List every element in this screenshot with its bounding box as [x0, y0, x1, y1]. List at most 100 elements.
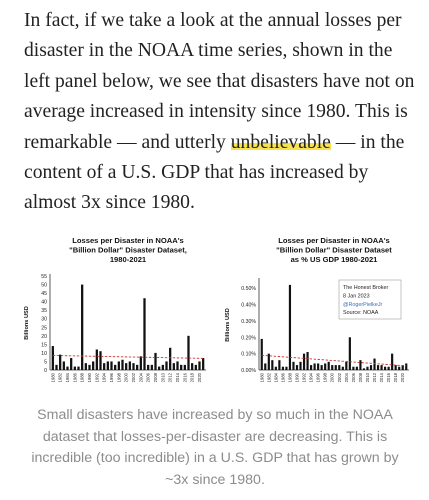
- x-tick-label: 1998: [116, 372, 121, 382]
- x-tick-label: 2008: [153, 372, 158, 382]
- y-tick-label: 0.00%: [241, 368, 256, 374]
- bar: [331, 365, 334, 370]
- bar: [384, 366, 387, 370]
- chart-losses-percent-gdp: Losses per Disaster in NOAA's"Billion Do…: [225, 236, 409, 382]
- x-tick-label: 2008: [358, 372, 363, 382]
- bar: [55, 364, 58, 370]
- bar: [317, 363, 320, 370]
- bar: [373, 358, 376, 370]
- x-tick-label: 2012: [168, 372, 173, 382]
- chart-title-line: Losses per Disaster in NOAA's: [72, 236, 184, 245]
- bar: [154, 352, 157, 370]
- chart-losses-per-disaster: Losses per Disaster in NOAA's"Billion Do…: [24, 236, 206, 382]
- bar: [139, 356, 142, 370]
- bar: [88, 364, 91, 370]
- bar: [285, 366, 288, 370]
- trend-line: [52, 355, 204, 359]
- x-tick-label: 1980: [50, 372, 55, 382]
- bar: [99, 351, 102, 370]
- x-tick-label: 2016: [182, 372, 187, 382]
- y-tick-label: 45: [41, 291, 47, 297]
- bar: [143, 298, 146, 370]
- bar: [310, 365, 313, 370]
- bar: [198, 361, 201, 370]
- x-tick-label: 2020: [400, 372, 405, 382]
- bar: [366, 366, 369, 370]
- bar: [288, 284, 292, 370]
- y-tick-label: 0.50%: [241, 286, 256, 292]
- bar: [274, 366, 277, 370]
- x-tick-label: 1994: [102, 372, 107, 382]
- y-tick-label: 25: [41, 325, 47, 331]
- x-tick-label: 2010: [160, 372, 165, 382]
- article-paragraph: In fact, if we take a look at the annual…: [24, 6, 420, 219]
- bar: [125, 363, 128, 370]
- bar: [161, 364, 164, 370]
- bar: [260, 338, 263, 370]
- x-tick-label: 1988: [287, 372, 292, 382]
- x-tick-label: 2002: [131, 372, 136, 382]
- bar: [306, 352, 309, 370]
- bar: [150, 364, 153, 370]
- bar: [313, 363, 316, 370]
- y-tick-label: 55: [41, 274, 47, 280]
- y-tick-label: 5: [44, 359, 47, 365]
- x-tick-label: 2014: [379, 372, 384, 382]
- bar: [267, 353, 270, 370]
- x-tick-label: 1982: [266, 372, 271, 382]
- y-tick-label: 10: [41, 351, 47, 357]
- bar: [92, 361, 95, 370]
- bar: [281, 366, 284, 370]
- bar: [380, 365, 383, 370]
- bar: [165, 361, 168, 370]
- bar: [324, 363, 327, 370]
- bar: [114, 364, 117, 370]
- bar: [398, 366, 401, 370]
- chart-title-line: Losses per Disaster in NOAA's: [278, 236, 390, 245]
- figure-image[interactable]: Losses per Disaster in NOAA's "Billion Do…: [16, 232, 416, 392]
- bar: [352, 366, 355, 370]
- annotation-line: 8 Jan 2023: [343, 293, 370, 299]
- bar: [117, 361, 120, 370]
- bar: [183, 364, 186, 370]
- y-tick-label: 0.20%: [241, 335, 256, 341]
- y-tick-label: 35: [41, 308, 47, 314]
- bar: [121, 359, 124, 370]
- bar: [191, 363, 194, 370]
- bar: [338, 365, 341, 370]
- bar: [355, 366, 358, 370]
- x-tick-label: 1990: [87, 372, 92, 382]
- bar: [172, 363, 175, 370]
- bar: [394, 365, 397, 370]
- bar: [66, 366, 69, 370]
- bar: [136, 364, 139, 370]
- bar: [299, 361, 302, 370]
- chart-title-line: "Billion Dollar" Disaster Dataset: [276, 246, 392, 255]
- bar: [362, 368, 366, 370]
- bar: [302, 353, 306, 370]
- bar: [77, 366, 80, 370]
- bar: [292, 361, 295, 370]
- x-tick-label: 1996: [316, 372, 321, 382]
- bar: [376, 365, 380, 370]
- x-tick-label: 2000: [124, 372, 129, 382]
- highlighted-word[interactable]: unbelievable: [230, 131, 331, 153]
- y-tick-label: 0: [44, 368, 47, 374]
- y-axis-label: Billions USD: [24, 306, 30, 340]
- y-tick-label: 0.40%: [241, 303, 256, 309]
- bar: [51, 346, 54, 370]
- x-tick-label: 2002: [337, 372, 342, 382]
- bar: [295, 365, 299, 370]
- x-tick-label: 2004: [138, 372, 143, 382]
- bar: [341, 366, 344, 370]
- chart-title-line: "Billion Dollar" Disaster Dataset,: [69, 246, 187, 255]
- x-tick-label: 1984: [65, 372, 70, 382]
- bar: [180, 364, 183, 370]
- bar: [132, 363, 135, 370]
- x-tick-label: 2006: [351, 372, 356, 382]
- x-tick-label: 1982: [58, 372, 63, 382]
- bar: [391, 353, 394, 370]
- x-tick-label: 1980: [259, 372, 264, 382]
- chart-title-line: as % US GDP 1980-2021: [291, 255, 379, 264]
- bar: [187, 335, 190, 370]
